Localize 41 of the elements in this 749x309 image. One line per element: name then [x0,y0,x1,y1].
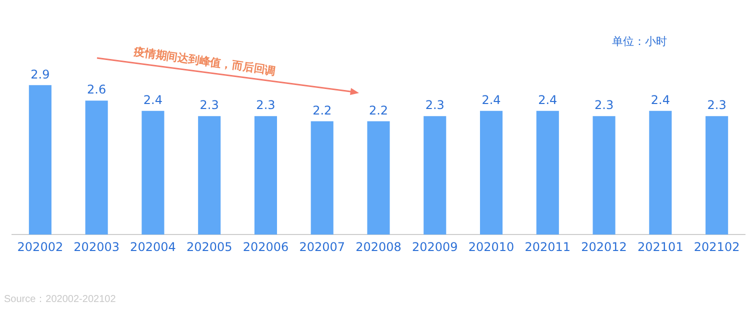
x-tick-label: 202008 [356,240,402,254]
data-label: 2.4 [650,93,670,108]
bar [85,100,108,235]
bar [649,110,672,235]
x-tick-label: 202102 [694,240,740,254]
bar [142,110,164,235]
x-tick-label: 202005 [186,240,232,254]
x-tick-label: 202011 [524,240,571,254]
bar [480,110,503,235]
data-label: 2.2 [368,103,388,118]
data-label: 2.4 [538,93,558,108]
text: 单位：小时 [612,34,667,49]
bar [592,116,616,235]
bar [367,121,390,235]
data-label: 2.3 [707,98,726,112]
x-tick-label: 202009 [412,240,458,254]
bar [254,116,278,235]
x-tick-label: 202003 [74,240,120,254]
text: 疫情期间达到峰值，而后回调 [132,44,277,79]
x-tick-label: 202004 [130,240,176,254]
data-label: 2.3 [594,98,614,112]
bar [198,116,221,235]
data-label: 2.6 [87,82,106,97]
bar [706,116,728,235]
x-tick-label: 202007 [299,240,346,254]
x-tick-label: 202002 [17,240,64,254]
x-tick-label: 202012 [581,240,627,254]
bar [536,110,559,235]
data-label: 2.3 [256,98,276,112]
bar [424,116,446,235]
x-tick-label: 202010 [468,240,514,254]
data-label: 2.4 [482,93,501,108]
data-label: 2.4 [143,93,163,108]
data-label: 2.9 [30,67,50,82]
bar [310,121,334,235]
x-tick-label: 202101 [638,240,684,254]
data-label: 2.2 [312,103,332,118]
x-tick-label: 202006 [242,240,289,254]
data-label: 2.3 [425,98,444,112]
data-label: 2.3 [200,98,219,112]
bar [28,85,52,235]
